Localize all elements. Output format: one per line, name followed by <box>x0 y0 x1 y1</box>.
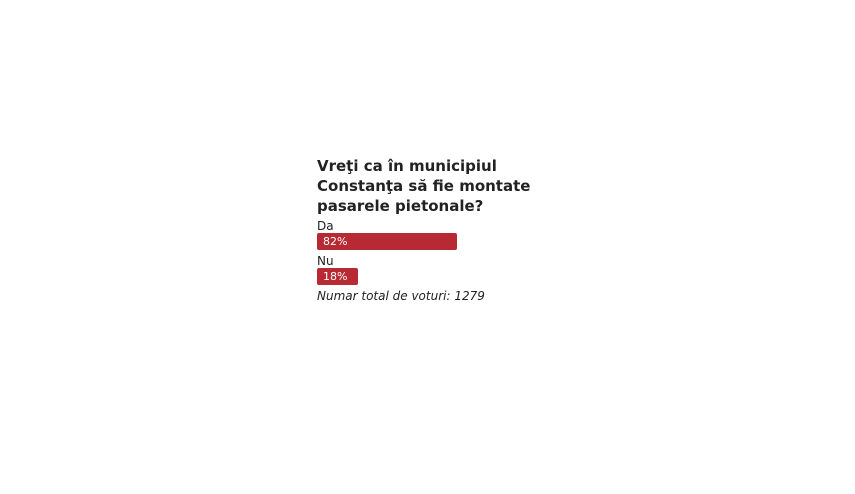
result-bar: 18% <box>317 268 358 285</box>
poll-option: Da 82% <box>317 219 577 250</box>
poll-option: Nu 18% <box>317 254 577 285</box>
option-label: Da <box>317 219 334 233</box>
option-label: Nu <box>317 254 334 268</box>
total-votes: Numar total de voturi: 1279 <box>317 289 485 303</box>
result-bar: 82% <box>317 233 458 250</box>
poll-question: Vreţi ca în municipiul Constanţa să fie … <box>317 157 531 215</box>
poll-widget: Vreţi ca în municipiul Constanţa să fie … <box>317 156 577 304</box>
